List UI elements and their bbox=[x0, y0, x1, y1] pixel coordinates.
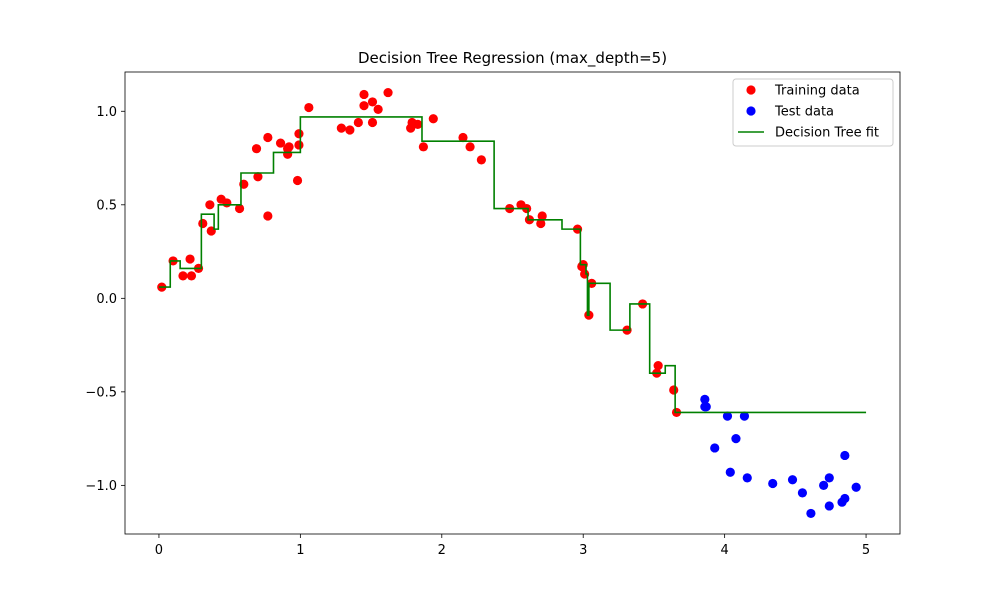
decision-tree-fit-line bbox=[158, 116, 867, 414]
test-data-point bbox=[710, 443, 720, 453]
training-data-point bbox=[345, 125, 355, 135]
x-tick-label: 5 bbox=[862, 543, 870, 558]
training-data-point bbox=[284, 142, 294, 152]
test-data-point bbox=[731, 434, 741, 444]
training-data-point bbox=[253, 172, 263, 182]
training-data-point bbox=[263, 211, 273, 221]
x-tick-label: 2 bbox=[438, 543, 446, 558]
training-data-point bbox=[537, 211, 547, 221]
x-tick-label: 3 bbox=[579, 543, 587, 558]
training-data-point bbox=[458, 132, 468, 143]
plot-content bbox=[157, 87, 867, 519]
training-data-point bbox=[476, 155, 486, 165]
test-data-point bbox=[824, 473, 834, 483]
test-data-point bbox=[742, 473, 752, 483]
test-data-point bbox=[840, 493, 850, 504]
test-data-point bbox=[700, 394, 710, 404]
training-data-point bbox=[536, 218, 546, 229]
training-data-point bbox=[304, 102, 314, 113]
training-data-point bbox=[205, 200, 215, 210]
legend-decision-tree-fit-label: Decision Tree fit bbox=[775, 126, 879, 141]
test-data-point bbox=[824, 501, 834, 511]
test-data-point bbox=[840, 450, 850, 461]
training-data-point bbox=[669, 385, 679, 395]
test-data-point bbox=[768, 478, 778, 489]
legend-box bbox=[732, 78, 894, 147]
legend-training-data-label: Training data bbox=[774, 84, 860, 99]
x-tick-label: 0 bbox=[155, 543, 163, 558]
axes-frame bbox=[124, 71, 901, 535]
test-data-point bbox=[701, 402, 711, 412]
training-data-point bbox=[185, 254, 195, 264]
training-data-point bbox=[359, 89, 369, 100]
y-tick-label: −0.5 bbox=[85, 385, 117, 400]
training-data-point bbox=[359, 101, 369, 111]
test-data-point bbox=[806, 508, 816, 519]
test-data-point bbox=[739, 411, 750, 421]
training-data-point bbox=[336, 123, 346, 133]
test-data-point bbox=[797, 488, 808, 498]
training-data-point bbox=[234, 203, 245, 214]
training-data-point bbox=[353, 117, 363, 128]
training-data-point bbox=[263, 132, 273, 143]
test-data-point bbox=[722, 411, 733, 421]
training-data-point bbox=[428, 114, 438, 124]
training-data-point bbox=[465, 142, 475, 152]
test-data-point bbox=[819, 480, 829, 490]
training-data-point bbox=[222, 198, 232, 208]
training-data-point bbox=[198, 218, 208, 229]
x-tick-label: 4 bbox=[720, 543, 728, 558]
legend-test-data-label: Test data bbox=[774, 105, 834, 120]
training-data-point bbox=[367, 97, 378, 107]
chart-title: Decision Tree Regression (max_depth=5) bbox=[358, 49, 667, 68]
training-data-point bbox=[383, 87, 393, 98]
training-data-point bbox=[367, 117, 378, 128]
y-tick-label: 1.0 bbox=[96, 105, 117, 120]
training-data-point bbox=[275, 138, 286, 148]
test-data-point bbox=[725, 467, 735, 477]
training-data-point bbox=[418, 142, 429, 152]
training-data-point bbox=[186, 271, 197, 281]
training-data-point bbox=[653, 361, 663, 371]
y-tick-label: 0.0 bbox=[96, 292, 117, 307]
training-data-point bbox=[413, 119, 423, 129]
training-data-point bbox=[294, 140, 304, 150]
x-tick-label: 1 bbox=[296, 543, 304, 558]
training-data-point bbox=[294, 129, 304, 139]
legend-training-data-marker bbox=[746, 85, 756, 95]
y-tick-label: 0.5 bbox=[96, 198, 117, 213]
test-data-point bbox=[851, 482, 861, 492]
training-data-point bbox=[373, 104, 383, 115]
y-tick-label: −1.0 bbox=[85, 479, 117, 494]
training-data-point bbox=[251, 144, 262, 154]
training-data-point bbox=[178, 271, 188, 281]
legend-test-data-marker bbox=[746, 106, 756, 116]
training-data-point bbox=[292, 175, 303, 186]
legend: Training data Test data Decision Tree fit bbox=[732, 78, 894, 147]
test-data-point bbox=[787, 475, 798, 485]
